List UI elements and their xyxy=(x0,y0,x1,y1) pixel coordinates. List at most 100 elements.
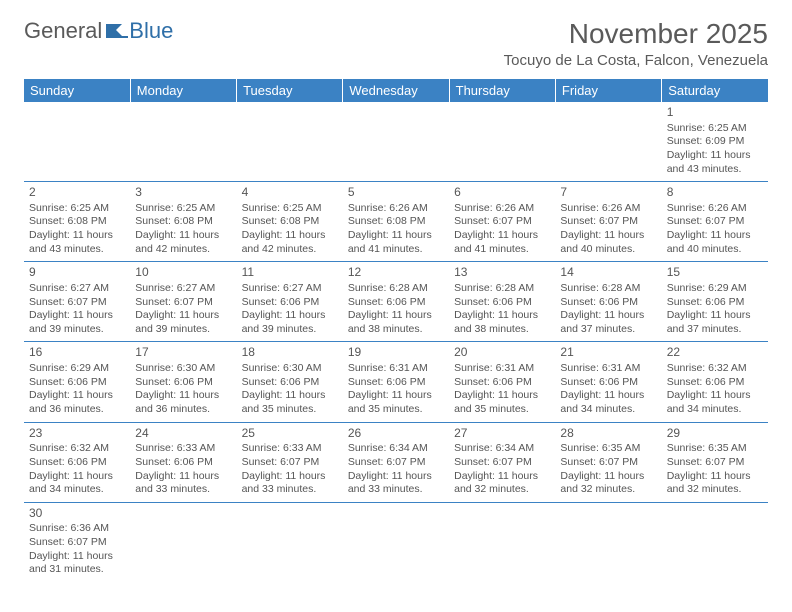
sunset-value: 6:06 PM xyxy=(174,456,213,468)
page-title: November 2025 xyxy=(504,18,768,50)
sunrise-value: 6:36 AM xyxy=(70,522,109,534)
sunset-value: 6:08 PM xyxy=(280,215,319,227)
sunrise-label: Sunrise: xyxy=(242,202,283,214)
calendar-empty-cell xyxy=(343,502,449,582)
sunset-line: Sunset: 6:06 PM xyxy=(29,456,125,470)
sunrise-value: 6:27 AM xyxy=(70,282,109,294)
sunrise-line: Sunrise: 6:31 AM xyxy=(348,362,444,376)
sunset-label: Sunset: xyxy=(348,456,387,468)
sunset-value: 6:08 PM xyxy=(68,215,107,227)
calendar-day-cell: 25Sunrise: 6:33 AMSunset: 6:07 PMDayligh… xyxy=(237,422,343,502)
calendar-day-cell: 9Sunrise: 6:27 AMSunset: 6:07 PMDaylight… xyxy=(24,262,130,342)
calendar-day-cell: 2Sunrise: 6:25 AMSunset: 6:08 PMDaylight… xyxy=(24,182,130,262)
sunrise-label: Sunrise: xyxy=(454,282,495,294)
calendar-day-cell: 8Sunrise: 6:26 AMSunset: 6:07 PMDaylight… xyxy=(662,182,768,262)
sunrise-label: Sunrise: xyxy=(667,282,708,294)
daylight-label: Daylight: xyxy=(29,550,73,562)
sunrise-line: Sunrise: 6:32 AM xyxy=(29,442,125,456)
sunrise-line: Sunrise: 6:35 AM xyxy=(667,442,763,456)
day-number: 9 xyxy=(29,265,125,281)
sunset-label: Sunset: xyxy=(348,376,387,388)
sunrise-value: 6:25 AM xyxy=(708,122,747,134)
daylight-line: Daylight: 11 hours and 34 minutes. xyxy=(29,470,125,497)
sunset-value: 6:06 PM xyxy=(493,376,532,388)
calendar-day-cell: 13Sunrise: 6:28 AMSunset: 6:06 PMDayligh… xyxy=(449,262,555,342)
calendar-day-cell: 17Sunrise: 6:30 AMSunset: 6:06 PMDayligh… xyxy=(130,342,236,422)
sunset-label: Sunset: xyxy=(667,376,706,388)
daylight-line: Daylight: 11 hours and 33 minutes. xyxy=(348,470,444,497)
sunrise-line: Sunrise: 6:25 AM xyxy=(135,202,231,216)
sunrise-line: Sunrise: 6:35 AM xyxy=(560,442,656,456)
sunset-line: Sunset: 6:07 PM xyxy=(29,536,125,550)
daylight-label: Daylight: xyxy=(242,229,286,241)
calendar-day-cell: 19Sunrise: 6:31 AMSunset: 6:06 PMDayligh… xyxy=(343,342,449,422)
day-number: 11 xyxy=(242,265,338,281)
sunrise-line: Sunrise: 6:26 AM xyxy=(667,202,763,216)
daylight-label: Daylight: xyxy=(29,470,73,482)
daylight-line: Daylight: 11 hours and 41 minutes. xyxy=(348,229,444,256)
daylight-label: Daylight: xyxy=(560,389,604,401)
sunset-value: 6:07 PM xyxy=(68,536,107,548)
calendar-empty-cell xyxy=(343,102,449,182)
sunrise-line: Sunrise: 6:25 AM xyxy=(242,202,338,216)
day-number: 23 xyxy=(29,426,125,442)
daylight-line: Daylight: 11 hours and 42 minutes. xyxy=(135,229,231,256)
sunrise-value: 6:30 AM xyxy=(177,362,216,374)
sunrise-label: Sunrise: xyxy=(29,362,70,374)
daylight-label: Daylight: xyxy=(29,309,73,321)
sunset-value: 6:07 PM xyxy=(599,215,638,227)
sunrise-line: Sunrise: 6:27 AM xyxy=(29,282,125,296)
calendar-day-cell: 4Sunrise: 6:25 AMSunset: 6:08 PMDaylight… xyxy=(237,182,343,262)
sunset-label: Sunset: xyxy=(454,296,493,308)
daylight-line: Daylight: 11 hours and 37 minutes. xyxy=(667,309,763,336)
sunset-value: 6:09 PM xyxy=(705,135,744,147)
sunrise-label: Sunrise: xyxy=(560,282,601,294)
daylight-label: Daylight: xyxy=(242,309,286,321)
sunrise-label: Sunrise: xyxy=(454,442,495,454)
sunset-value: 6:06 PM xyxy=(599,296,638,308)
sunrise-value: 6:26 AM xyxy=(389,202,428,214)
calendar-empty-cell xyxy=(237,102,343,182)
page-subtitle: Tocuyo de La Costa, Falcon, Venezuela xyxy=(504,52,768,69)
daylight-label: Daylight: xyxy=(135,389,179,401)
daylight-line: Daylight: 11 hours and 32 minutes. xyxy=(454,470,550,497)
sunset-value: 6:07 PM xyxy=(705,456,744,468)
sunrise-line: Sunrise: 6:30 AM xyxy=(135,362,231,376)
calendar-day-cell: 20Sunrise: 6:31 AMSunset: 6:06 PMDayligh… xyxy=(449,342,555,422)
day-number: 16 xyxy=(29,345,125,361)
sunset-label: Sunset: xyxy=(29,296,68,308)
sunrise-value: 6:26 AM xyxy=(708,202,747,214)
sunrise-label: Sunrise: xyxy=(348,442,389,454)
sunset-value: 6:07 PM xyxy=(386,456,425,468)
sunset-label: Sunset: xyxy=(29,215,68,227)
calendar-empty-cell xyxy=(449,102,555,182)
daylight-line: Daylight: 11 hours and 40 minutes. xyxy=(560,229,656,256)
sunrise-line: Sunrise: 6:27 AM xyxy=(135,282,231,296)
sunrise-line: Sunrise: 6:29 AM xyxy=(29,362,125,376)
sunrise-line: Sunrise: 6:30 AM xyxy=(242,362,338,376)
sunset-line: Sunset: 6:07 PM xyxy=(242,456,338,470)
sunrise-value: 6:31 AM xyxy=(496,362,535,374)
sunset-value: 6:06 PM xyxy=(599,376,638,388)
sunset-line: Sunset: 6:07 PM xyxy=(560,215,656,229)
daylight-line: Daylight: 11 hours and 35 minutes. xyxy=(454,389,550,416)
sunset-value: 6:06 PM xyxy=(280,376,319,388)
day-number: 27 xyxy=(454,426,550,442)
daylight-label: Daylight: xyxy=(560,470,604,482)
sunset-label: Sunset: xyxy=(667,135,706,147)
sunset-value: 6:06 PM xyxy=(68,376,107,388)
calendar-week-row: 30Sunrise: 6:36 AMSunset: 6:07 PMDayligh… xyxy=(24,502,768,582)
sunset-line: Sunset: 6:08 PM xyxy=(348,215,444,229)
day-number: 5 xyxy=(348,185,444,201)
sunset-value: 6:07 PM xyxy=(174,296,213,308)
day-number: 4 xyxy=(242,185,338,201)
sunrise-label: Sunrise: xyxy=(29,282,70,294)
sunrise-value: 6:33 AM xyxy=(177,442,216,454)
sunset-line: Sunset: 6:07 PM xyxy=(29,296,125,310)
day-number: 29 xyxy=(667,426,763,442)
sunset-line: Sunset: 6:08 PM xyxy=(135,215,231,229)
sunset-label: Sunset: xyxy=(135,296,174,308)
day-number: 22 xyxy=(667,345,763,361)
sunset-label: Sunset: xyxy=(667,215,706,227)
title-block: November 2025 Tocuyo de La Costa, Falcon… xyxy=(504,18,768,69)
